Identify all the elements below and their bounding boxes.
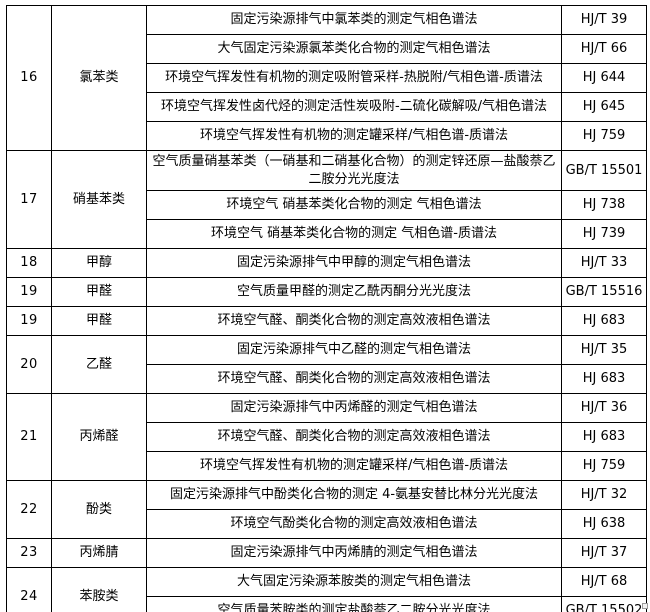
standard-code-cell: HJ 683 [561,306,647,337]
method-name-cell: 空气质量苯胺类的测定盐酸萘乙二胺分光光度法 [146,596,562,612]
table-row: 19 甲醛 环境空气醛、酮类化合物的测定高效液相色谱法 HJ 683 [6,306,647,337]
standard-code-cell: HJ 739 [561,219,647,250]
table-row: 24 苯胺类 大气固定污染源苯胺类的测定气相色谱法 HJ/T 68 [6,567,647,612]
standard-code-cell: HJ/T 36 [561,393,647,424]
table-row: 23 丙烯腈 固定污染源排气中丙烯腈的测定气相色谱法 HJ/T 37 [6,538,647,569]
table-row: 环境空气 硝基苯类化合物的测定 气相色谱-质谱法 HJ 739 [7,219,647,250]
table-row: 16 氯苯类 固定污染源排气中氯苯类的测定气相色谱法 HJ/T 39 [6,5,647,151]
method-name-cell: 空气质量甲醛的测定乙酰丙酮分光光度法 [146,277,562,308]
standard-code-cell: HJ/T 35 [561,335,647,366]
category-cell: 丙烯腈 [51,538,147,569]
method-name-cell: 固定污染源排气中乙醛的测定气相色谱法 [146,335,562,366]
row-number-cell: 18 [6,248,52,279]
category-cell: 甲醛 [51,277,147,308]
row-number-cell: 23 [6,538,52,569]
standard-code-cell: GB/T 15516 [561,277,647,308]
row-number-cell: 19 [6,277,52,308]
standard-code-cell: HJ/T 66 [561,34,647,64]
standard-code-cell: HJ 644 [561,63,647,93]
method-name-cell: 环境空气挥发性有机物的测定罐采样/气相色谱-质谱法 [146,451,562,482]
method-name-cell: 环境空气酚类化合物的测定高效液相色谱法 [146,509,562,540]
standard-code-cell: HJ/T 32 [561,480,647,511]
row-number-cell: 24 [6,567,52,612]
table-body: 16 氯苯类 固定污染源排气中氯苯类的测定气相色谱法 HJ/T 39 大气固定污染源氯苯… [6,5,647,612]
table-row: 20 乙醛 固定污染源排气中乙醛的测定气相色谱法 HJ/T 35 [6,335,647,395]
method-name-cell: 环境空气 硝基苯类化合物的测定 气相色谱法 [146,190,562,221]
category-cell: 氯苯类 [51,5,147,151]
standard-code-cell: HJ 738 [561,190,647,221]
table-row: 18 甲醇 固定污染源排气中甲醇的测定气相色谱法 HJ/T 33 [6,248,647,279]
method-name-cell: 空气质量硝基苯类（一硝基和二硝基化合物）的测定锌还原—盐酸萘乙二胺分光光度法 [146,149,562,192]
table-row: 22 酚类 固定污染源排气中酚类化合物的测定 4-氨基安替比林分光光度法 HJ/T 3… [6,480,647,540]
table-row: 环境空气挥发性有机物的测定罐采样/气相色谱-质谱法 HJ 759 [7,451,647,482]
method-name-cell: 环境空气挥发性有机物的测定罐采样/气相色谱-质谱法 [146,121,562,151]
method-name-cell: 大气固定污染源苯胺类的测定气相色谱法 [146,567,562,598]
table-row: 19 甲醛 空气质量甲醛的测定乙酰丙酮分光光度法 GB/T 15516 [6,277,647,308]
table-row: 17 硝基苯类 空气质量硝基苯类（一硝基和二硝基化合物）的测定锌还原—盐酸萘乙二胺分… [6,149,647,250]
table-row: 环境空气挥发性有机物的测定罐采样/气相色谱-质谱法 HJ 759 [7,121,647,151]
method-name-cell: 环境空气 硝基苯类化合物的测定 气相色谱-质谱法 [146,219,562,250]
row-number-cell: 21 [6,393,52,482]
method-name-cell: 固定污染源排气中丙烯腈的测定气相色谱法 [146,538,562,569]
table-row: 空气质量苯胺类的测定盐酸萘乙二胺分光光度法 GB/T 15502 [7,596,647,612]
method-name-cell: 环境空气挥发性卤代烃的测定活性炭吸附-二硫化碳解吸/气相色谱法 [146,92,562,122]
method-name-cell: 环境空气挥发性有机物的测定吸附管采样-热脱附/气相色谱-质谱法 [146,63,562,93]
standard-code-cell: GB/T 15501 [561,149,647,192]
category-cell: 苯胺类 [51,567,147,612]
table-row: 大气固定污染源氯苯类化合物的测定气相色谱法 HJ/T 66 [7,34,647,64]
table-row: 环境空气挥发性卤代烃的测定活性炭吸附-二硫化碳解吸/气相色谱法 HJ 645 [7,92,647,122]
standard-code-cell: HJ/T 68 [561,567,647,598]
table-row: 21 丙烯醛 固定污染源排气中丙烯醛的测定气相色谱法 HJ/T 36 [6,393,647,482]
category-cell: 乙醛 [51,335,147,395]
table-row: 环境空气 硝基苯类化合物的测定 气相色谱法 HJ 738 [7,190,647,221]
standard-code-cell: HJ 759 [561,451,647,482]
row-number-cell: 17 [6,149,52,250]
standard-code-cell: HJ/T 33 [561,248,647,279]
method-name-cell: 固定污染源排气中甲醇的测定气相色谱法 [146,248,562,279]
category-cell: 酚类 [51,480,147,540]
standard-code-cell: HJ 683 [561,422,647,453]
method-name-cell: 环境空气醛、酮类化合物的测定高效液相色谱法 [146,364,562,395]
standard-code-cell: HJ/T 37 [561,538,647,569]
row-number-cell: 20 [6,335,52,395]
row-number-cell: 19 [6,306,52,337]
row-number-cell: 16 [6,5,52,151]
method-name-cell: 固定污染源排气中丙烯醛的测定气相色谱法 [146,393,562,424]
standard-code-cell: HJ 645 [561,92,647,122]
row-number-cell: 22 [6,480,52,540]
method-name-cell: 环境空气醛、酮类化合物的测定高效液相色谱法 [146,306,562,337]
category-cell: 硝基苯类 [51,149,147,250]
method-name-cell: 固定污染源排气中酚类化合物的测定 4-氨基安替比林分光光度法 [146,480,562,511]
category-cell: 丙烯醛 [51,393,147,482]
standard-code-cell: GB/T 15502 [561,596,647,612]
monitoring-methods-table: 16 氯苯类 固定污染源排气中氯苯类的测定气相色谱法 HJ/T 39 大气固定污染源氯苯… [6,5,647,612]
category-cell: 甲醇 [51,248,147,279]
table-resize-handle-artifact [642,603,648,609]
method-name-cell: 大气固定污染源氯苯类化合物的测定气相色谱法 [146,34,562,64]
standard-code-cell: HJ 759 [561,121,647,151]
standard-code-cell: HJ/T 39 [561,5,647,35]
table-row: 环境空气醛、酮类化合物的测定高效液相色谱法 HJ 683 [7,422,647,453]
table-row: 环境空气醛、酮类化合物的测定高效液相色谱法 HJ 683 [7,364,647,395]
method-name-cell: 固定污染源排气中氯苯类的测定气相色谱法 [146,5,562,35]
method-name-cell: 环境空气醛、酮类化合物的测定高效液相色谱法 [146,422,562,453]
standard-code-cell: HJ 683 [561,364,647,395]
category-cell: 甲醛 [51,306,147,337]
standard-code-cell: HJ 638 [561,509,647,540]
